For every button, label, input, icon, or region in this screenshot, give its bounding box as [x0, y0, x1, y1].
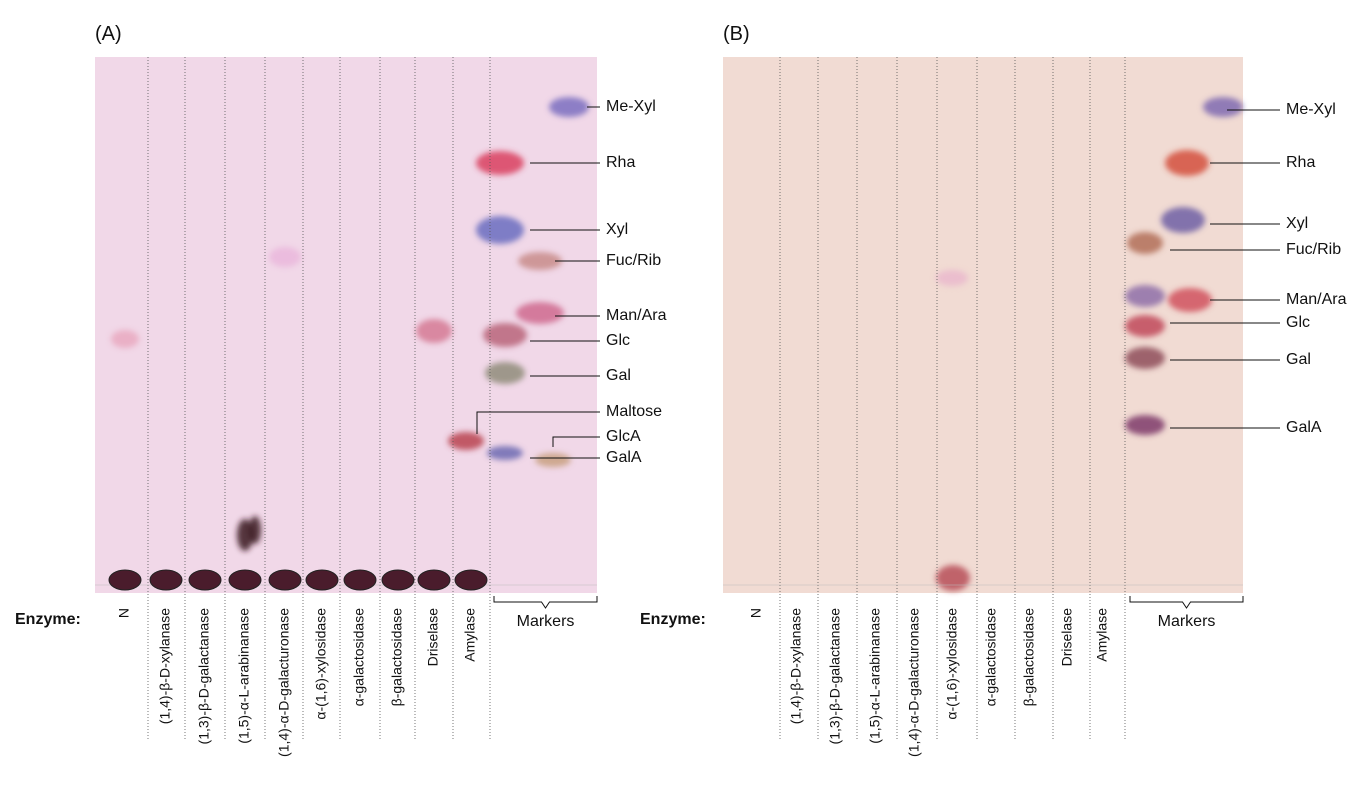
tlc-plate-b: [723, 57, 1243, 593]
lane-label: Driselase: [1059, 608, 1075, 667]
lane-label: N: [748, 608, 764, 618]
spot-label: Xyl: [1286, 215, 1308, 232]
spot-label: Glc: [1286, 314, 1310, 331]
enzyme-label: Enzyme:: [15, 611, 81, 628]
origin-spot: [229, 570, 261, 590]
markers-label: Markers: [517, 613, 575, 630]
spot: [936, 270, 968, 286]
lane-label: N: [116, 608, 132, 618]
origin-spot: [455, 570, 487, 590]
origin-spot: [150, 570, 182, 590]
lane-label: α-(1,6)-xylosidase: [313, 608, 329, 720]
panel-label: (B): [723, 23, 750, 45]
spot: [1161, 207, 1205, 233]
spot-label: Maltose: [606, 403, 662, 420]
spot-label: Fuc/Rib: [606, 252, 661, 269]
spot: [535, 453, 571, 467]
spot: [1125, 347, 1165, 369]
spot-label: Me-Xyl: [606, 98, 656, 115]
spot-label: Xyl: [606, 221, 628, 238]
spot: [483, 323, 527, 347]
lane-label: Driselase: [425, 608, 441, 667]
spot: [1125, 315, 1165, 337]
spot: [476, 216, 524, 244]
panel-label: (A): [95, 23, 122, 45]
spot: [487, 446, 523, 460]
origin-spot: [306, 570, 338, 590]
spot: [1125, 415, 1165, 435]
lane-label: (1,4)-α-D-galacturonase: [276, 608, 292, 757]
lane-label: (1,5)-α-L-arabinanase: [867, 608, 883, 744]
tlc-plate-a: [95, 57, 597, 593]
origin-spot: [269, 570, 301, 590]
spot: [416, 319, 452, 343]
lane-label: (1,3)-β-D-galactanase: [827, 608, 843, 745]
lane-label: α-galactosidase: [351, 608, 367, 707]
spot: [249, 516, 261, 544]
figure: (A) Enzyme: N (1,4)-β-D-xylanase (1,3)-β-D-g…: [0, 0, 1349, 796]
lane-label: β-galactosidase: [389, 608, 405, 707]
lane-label: (1,5)-α-L-arabinanase: [236, 608, 252, 744]
spot-label: Fuc/Rib: [1286, 241, 1341, 258]
origin-spot: [109, 570, 141, 590]
origin-spot: [189, 570, 221, 590]
spot-label: Gal: [606, 367, 631, 384]
spot-label: Gal: [1286, 351, 1311, 368]
spot: [1127, 232, 1163, 254]
spot: [549, 97, 589, 117]
spot: [1203, 97, 1243, 117]
spot: [476, 151, 524, 175]
spot-label: Me-Xyl: [1286, 101, 1336, 118]
spot-label: Rha: [1286, 154, 1315, 171]
markers-bracket: [494, 596, 597, 608]
spot-label: Man/Ara: [1286, 291, 1347, 308]
origin-spot: [344, 570, 376, 590]
spot-label: Man/Ara: [606, 307, 667, 324]
origin-spot: [382, 570, 414, 590]
origin-spot: [418, 570, 450, 590]
enzyme-label: Enzyme:: [640, 611, 706, 628]
origin-spot: [936, 565, 970, 591]
spot-label: GlcA: [606, 428, 641, 445]
markers-label: Markers: [1158, 613, 1216, 630]
markers-bracket: [1130, 596, 1243, 608]
lane-label: β-galactosidase: [1021, 608, 1037, 707]
spot-label: Glc: [606, 332, 630, 349]
spot: [516, 302, 564, 324]
spot: [111, 330, 139, 348]
spot: [1165, 150, 1209, 176]
spot-label: GalA: [606, 449, 642, 466]
lane-label: Amylase: [462, 608, 478, 662]
lane-label: (1,4)-β-D-xylanase: [788, 608, 804, 724]
spot: [1168, 288, 1212, 312]
lane-label: α-(1,6)-xylosidase: [944, 608, 960, 720]
lane-label: (1,3)-β-D-galactanase: [196, 608, 212, 745]
lane-label: (1,4)-α-D-galacturonase: [906, 608, 922, 757]
lane-label: α-galactosidase: [983, 608, 999, 707]
spot: [269, 247, 301, 267]
lane-label: (1,4)-β-D-xylanase: [157, 608, 173, 724]
spot: [485, 362, 525, 384]
lane-label: Amylase: [1094, 608, 1110, 662]
spot-label: Rha: [606, 154, 635, 171]
spot: [1125, 285, 1165, 307]
spot-label: GalA: [1286, 419, 1322, 436]
